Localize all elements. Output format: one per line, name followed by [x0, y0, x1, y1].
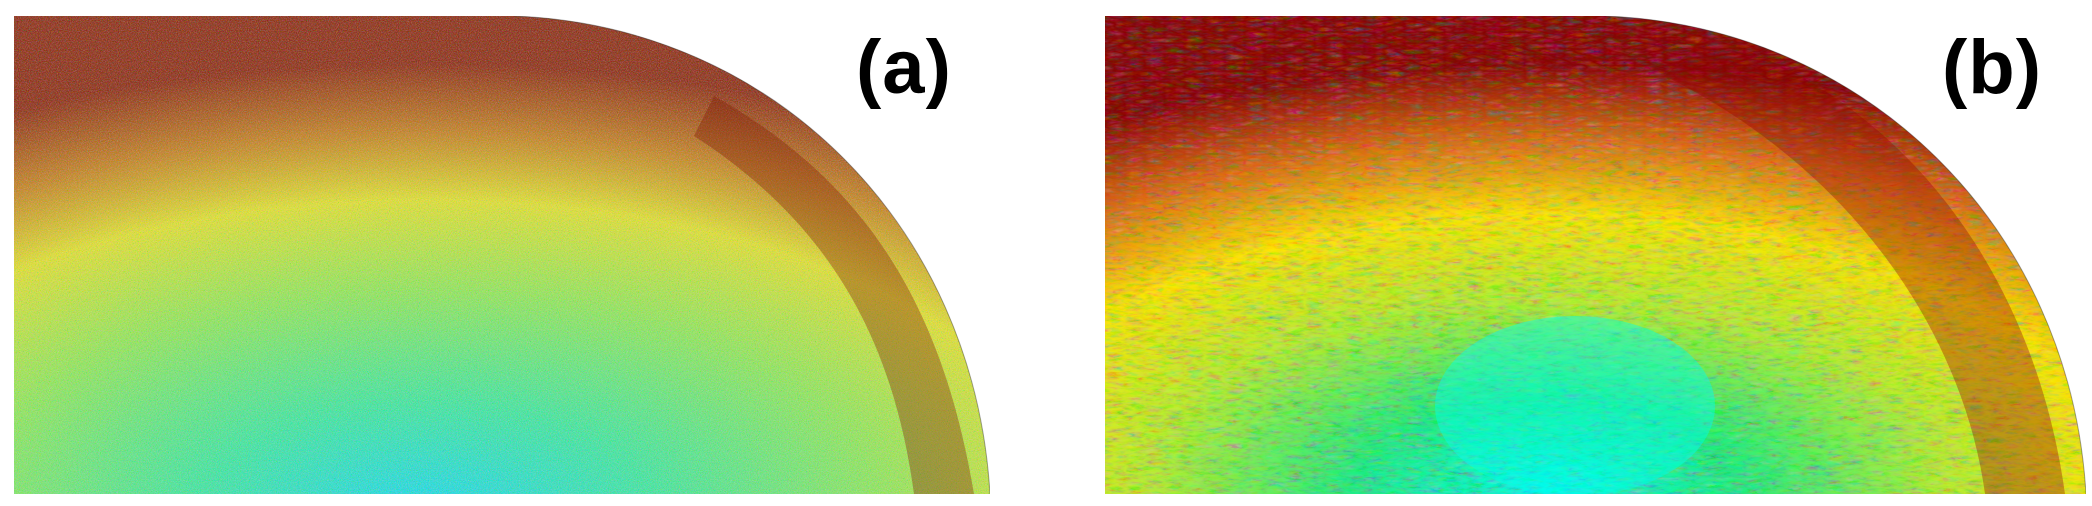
- panel-a-image: [14, 16, 990, 494]
- panel-a-label: (a): [856, 25, 952, 110]
- panel-a-map: [14, 16, 990, 494]
- panel-b-map: [1105, 16, 2086, 494]
- panel-b-label: (b): [1942, 25, 2043, 110]
- panel-b-image: [1105, 16, 2086, 494]
